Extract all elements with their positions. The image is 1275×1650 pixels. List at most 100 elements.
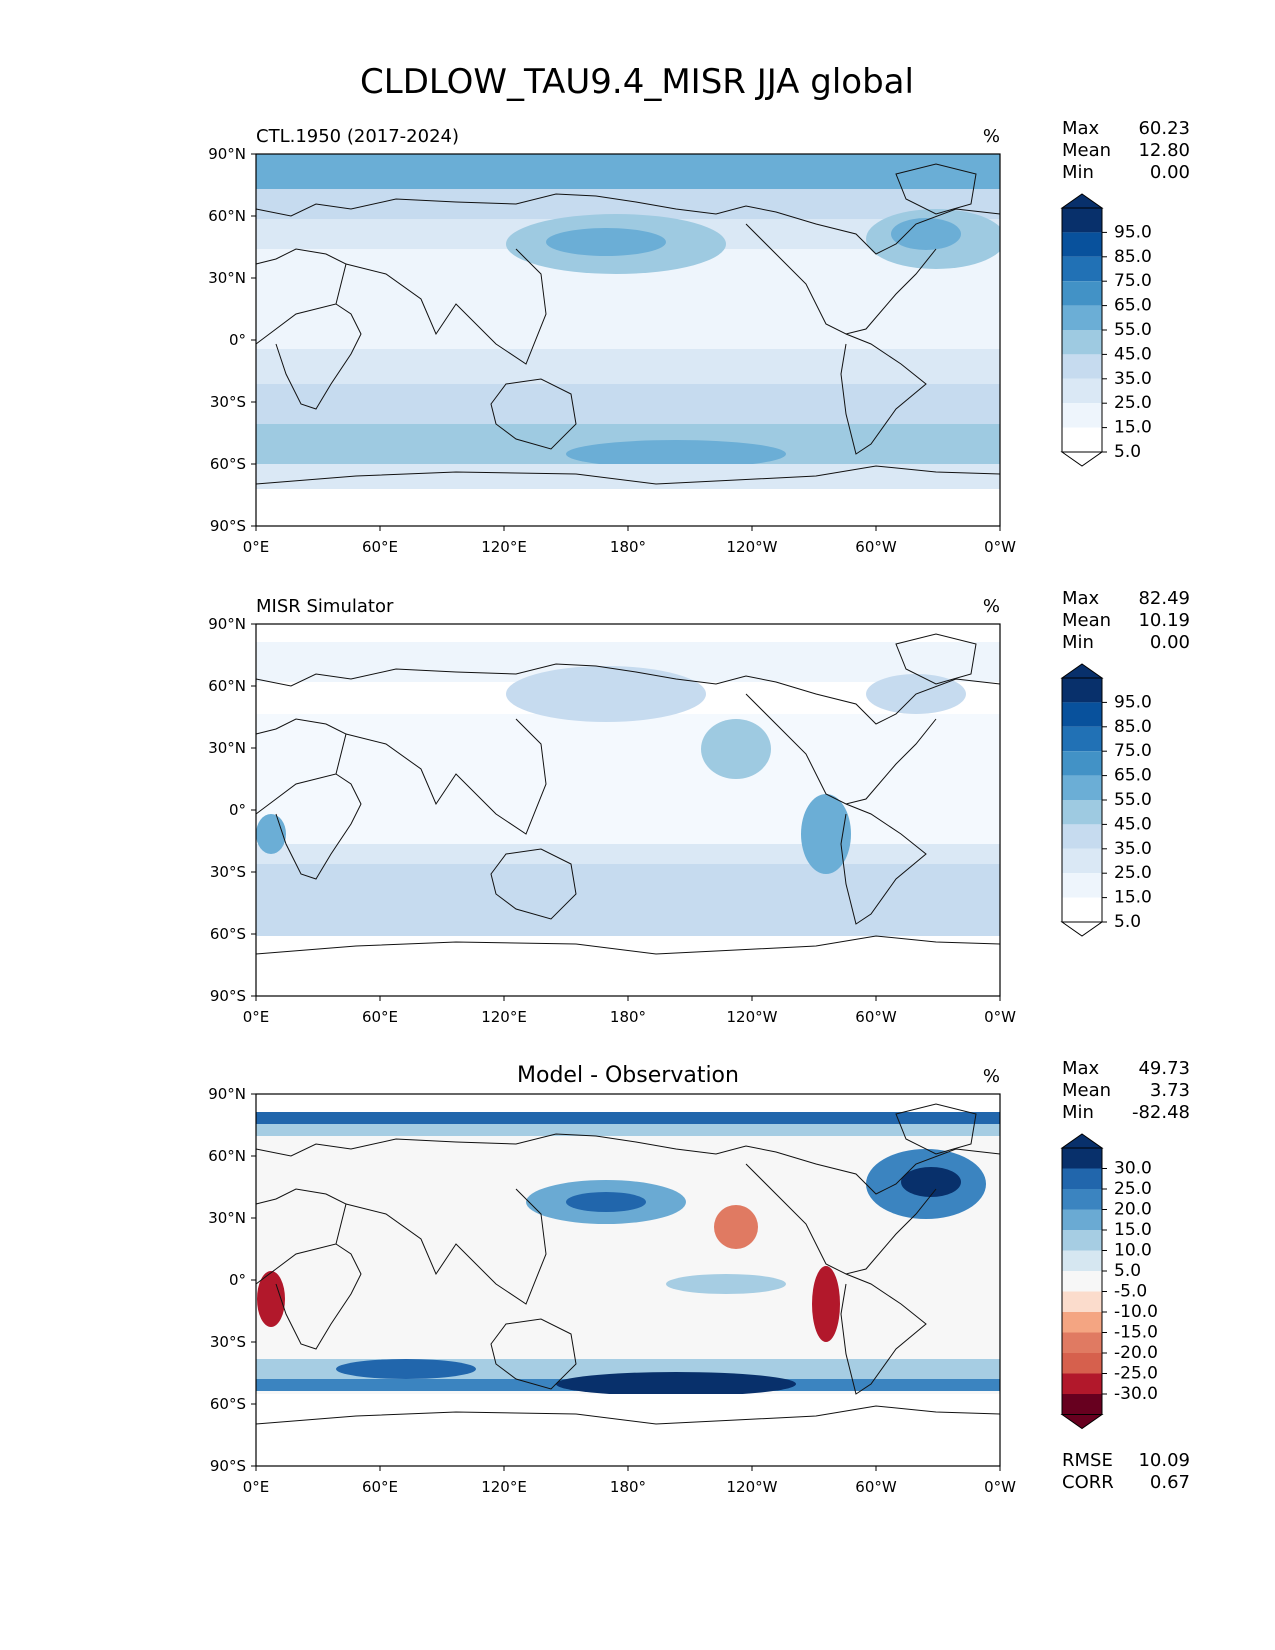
colorbar-band: [1062, 1312, 1102, 1333]
x-tick-label: 120°W: [727, 538, 778, 556]
x-tick-label: 120°W: [727, 1008, 778, 1026]
stat-label: Max: [1062, 588, 1100, 609]
stats-block: Max 82.49 Mean 10.19 Min 0.00: [1062, 588, 1190, 653]
colorbar-band: [1062, 1291, 1102, 1312]
colorbar-tick-label: 85.0: [1114, 247, 1152, 267]
y-tick-label: 30°N: [208, 269, 246, 287]
colorbar-extend-top: [1060, 663, 1104, 679]
stat-value: 49.73: [1138, 1058, 1190, 1079]
stat-label: Max: [1062, 118, 1100, 139]
y-axis: 90°N 60°N 30°N 0° 30°S 60°S 90°S: [208, 1085, 256, 1475]
colorbar-band: [1062, 232, 1102, 257]
colorbar-band: [1062, 1394, 1102, 1415]
x-tick-label: 0°W: [984, 1008, 1016, 1026]
panel-title-left: CTL.1950 (2017-2024): [256, 126, 459, 147]
x-tick-label: 0°W: [984, 1478, 1016, 1496]
colorbar-band: [1062, 208, 1102, 233]
coastlines: [255, 1103, 1001, 1425]
y-tick-label: 90°S: [210, 517, 246, 535]
y-tick-label: 30°S: [210, 863, 246, 881]
colorbar-band: [1062, 281, 1102, 306]
colorbar-frame: [1061, 1147, 1103, 1415]
colorbar: 95.0 85.0 75.0 65.0 55.0 45.0 35.0 25.0 …: [1060, 663, 1152, 937]
colorbar: 95.0 85.0 75.0 65.0 55.0 45.0 35.0 25.0 …: [1060, 193, 1152, 467]
colorbar-tick-label: -20.0: [1114, 1343, 1158, 1363]
stat-value: 12.80: [1138, 140, 1190, 161]
y-tick-label: 60°N: [208, 677, 246, 695]
colorbar-extend-top: [1060, 1133, 1104, 1149]
x-tick-label: 0°W: [984, 538, 1016, 556]
colorbar-tick-label: 75.0: [1114, 741, 1152, 761]
colorbar-tick-label: -15.0: [1114, 1323, 1158, 1343]
colorbar-tick-label: 25.0: [1114, 393, 1152, 413]
colorbar-tick-label: 35.0: [1114, 839, 1152, 859]
x-tick-label: 120°E: [481, 1478, 527, 1496]
colorbar-band: [1062, 354, 1102, 379]
colorbar-extend-bottom: [1060, 451, 1104, 467]
colorbar-band: [1062, 726, 1102, 752]
colorbar-tick-label: 15.0: [1114, 888, 1152, 908]
stat-label: RMSE: [1062, 1450, 1113, 1471]
y-tick-label: 60°N: [208, 1147, 246, 1165]
colorbar-band: [1062, 256, 1102, 282]
colorbar-band: [1062, 1250, 1102, 1271]
colorbar-band: [1062, 1373, 1102, 1394]
y-tick-label: 30°N: [208, 1209, 246, 1227]
colorbar-tick-label: 35.0: [1114, 369, 1152, 389]
x-tick-label: 60°W: [855, 1478, 897, 1496]
x-tick-label: 120°E: [481, 1008, 527, 1026]
stats-block: Max 49.73 Mean 3.73 Min -82.48: [1062, 1058, 1190, 1123]
map-field-model: [256, 154, 1000, 526]
x-tick-label: 60°W: [855, 1008, 897, 1026]
stats-block: Max 60.23 Mean 12.80 Min 0.00: [1062, 118, 1190, 183]
x-axis: 0°E 60°E 120°E 180° 120°W 60°W 0°W: [243, 526, 1016, 556]
panel-units: %: [983, 596, 1000, 617]
colorbar-tick-label: 10.0: [1114, 1241, 1152, 1261]
colorbar-band: [1062, 1148, 1102, 1169]
y-axis: 90°N 60°N 30°N 0° 30°S 60°S 90°S: [208, 615, 256, 1005]
colorbar-tick-label: 25.0: [1114, 863, 1152, 883]
extra-stats-block: RMSE 10.09 CORR 0.67: [1062, 1450, 1190, 1493]
panel-model: CTL.1950 (2017-2024) % 0°E 60°E 120°E 18…: [208, 118, 1190, 556]
colorbar-band: [1062, 751, 1102, 776]
colorbar-tick-label: 95.0: [1114, 692, 1152, 712]
stat-value: 10.19: [1138, 610, 1190, 631]
map-field-observation: [256, 624, 1000, 996]
figure-title: CLDLOW_TAU9.4_MISR JJA global: [360, 62, 914, 102]
colorbar-tick-label: 15.0: [1114, 418, 1152, 438]
colorbar-tick-label: 5.0: [1114, 1261, 1141, 1281]
colorbar-band: [1062, 1332, 1102, 1353]
x-tick-label: 60°E: [362, 1478, 398, 1496]
panel-title-left: MISR Simulator: [256, 596, 394, 617]
colorbar-extend-top: [1060, 193, 1104, 209]
colorbar-tick-label: 75.0: [1114, 271, 1152, 291]
colorbar-extend-bottom: [1060, 921, 1104, 937]
stat-value: 0.00: [1150, 632, 1190, 653]
colorbar-extend-bottom: [1060, 1414, 1104, 1430]
y-tick-label: 0°: [229, 331, 246, 349]
colorbar-tick-label: 55.0: [1114, 790, 1152, 810]
stat-value: -82.48: [1132, 1102, 1190, 1123]
colorbar-tick-label: -30.0: [1114, 1384, 1158, 1404]
colorbar-band: [1062, 1230, 1102, 1251]
stat-value: 82.49: [1138, 588, 1190, 609]
y-axis: 90°N 60°N 30°N 0° 30°S 60°S 90°S: [208, 145, 256, 535]
colorbar-band: [1062, 1189, 1102, 1210]
x-tick-label: 60°E: [362, 1008, 398, 1026]
y-tick-label: 60°S: [210, 925, 246, 943]
colorbar-band: [1062, 775, 1102, 800]
colorbar-band: [1062, 330, 1102, 355]
y-tick-label: 90°S: [210, 987, 246, 1005]
x-tick-label: 0°E: [243, 1008, 270, 1026]
colorbar-tick-label: 65.0: [1114, 766, 1152, 786]
stat-value: 60.23: [1138, 118, 1190, 139]
colorbar-tick-label: -25.0: [1114, 1364, 1158, 1384]
panel-units: %: [983, 1066, 1000, 1087]
stat-label: Max: [1062, 1058, 1100, 1079]
panel-title-center: Model - Observation: [517, 1063, 739, 1088]
y-tick-label: 90°N: [208, 145, 246, 163]
y-tick-label: 0°: [229, 801, 246, 819]
colorbar-band: [1062, 1271, 1102, 1292]
map-field-difference: [256, 1094, 1000, 1466]
